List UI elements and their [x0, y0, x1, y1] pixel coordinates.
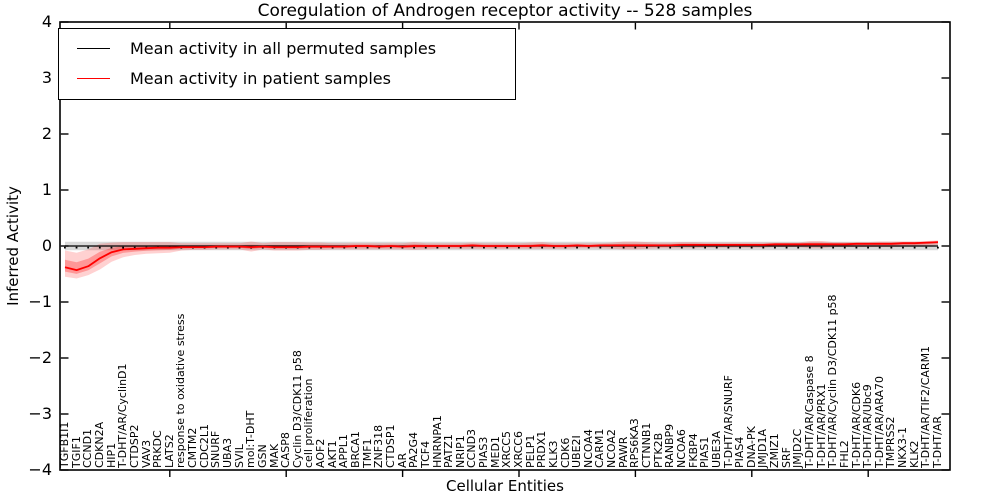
- y-tick-label: 0: [41, 236, 52, 255]
- x-tick-label: UBE3A: [709, 430, 723, 468]
- x-tick-label: GSN: [255, 444, 269, 468]
- x-tick-label: FHL2: [837, 440, 851, 468]
- y-tick-label: −2: [28, 348, 52, 367]
- legend-item-patient: Mean activity in patient samples: [71, 67, 515, 90]
- patient-mean-line: [64, 241, 939, 272]
- y-tick-label: −4: [28, 460, 52, 479]
- legend-item-permuted: Mean activity in all permuted samples: [71, 37, 515, 60]
- x-tick-label: KLK3: [546, 440, 560, 468]
- y-tick-label: 1: [41, 180, 52, 199]
- patient-band-outer: [65, 240, 938, 279]
- x-tick-label: T-DHT/AR: [931, 415, 944, 468]
- y-tick-label: −3: [28, 404, 52, 423]
- y-tick-label: 3: [41, 68, 52, 87]
- y-tick-label: 2: [41, 124, 52, 143]
- chart-title: Coregulation of Androgen receptor activi…: [257, 1, 753, 21]
- x-tick-label: CTDSP1: [383, 424, 397, 468]
- legend-label-permuted: Mean activity in all permuted samples: [130, 39, 437, 58]
- x-axis-label: Cellular Entities: [446, 477, 564, 495]
- axes-frame: [59, 21, 951, 471]
- legend: Mean activity in all permuted samples Me…: [58, 28, 516, 100]
- x-tick-label: TCF4: [418, 440, 432, 468]
- legend-line-sample-red: [77, 78, 110, 79]
- y-tick-label: −1: [28, 292, 52, 311]
- legend-line-sample-black: [77, 48, 110, 49]
- x-tick-label: NCOA6: [674, 429, 688, 468]
- legend-label-patient: Mean activity in patient samples: [130, 69, 391, 88]
- x-tick-label: CTDSP2: [127, 424, 141, 468]
- x-tick-label: CDKN2A: [92, 421, 106, 468]
- y-tick-label: 4: [41, 12, 52, 31]
